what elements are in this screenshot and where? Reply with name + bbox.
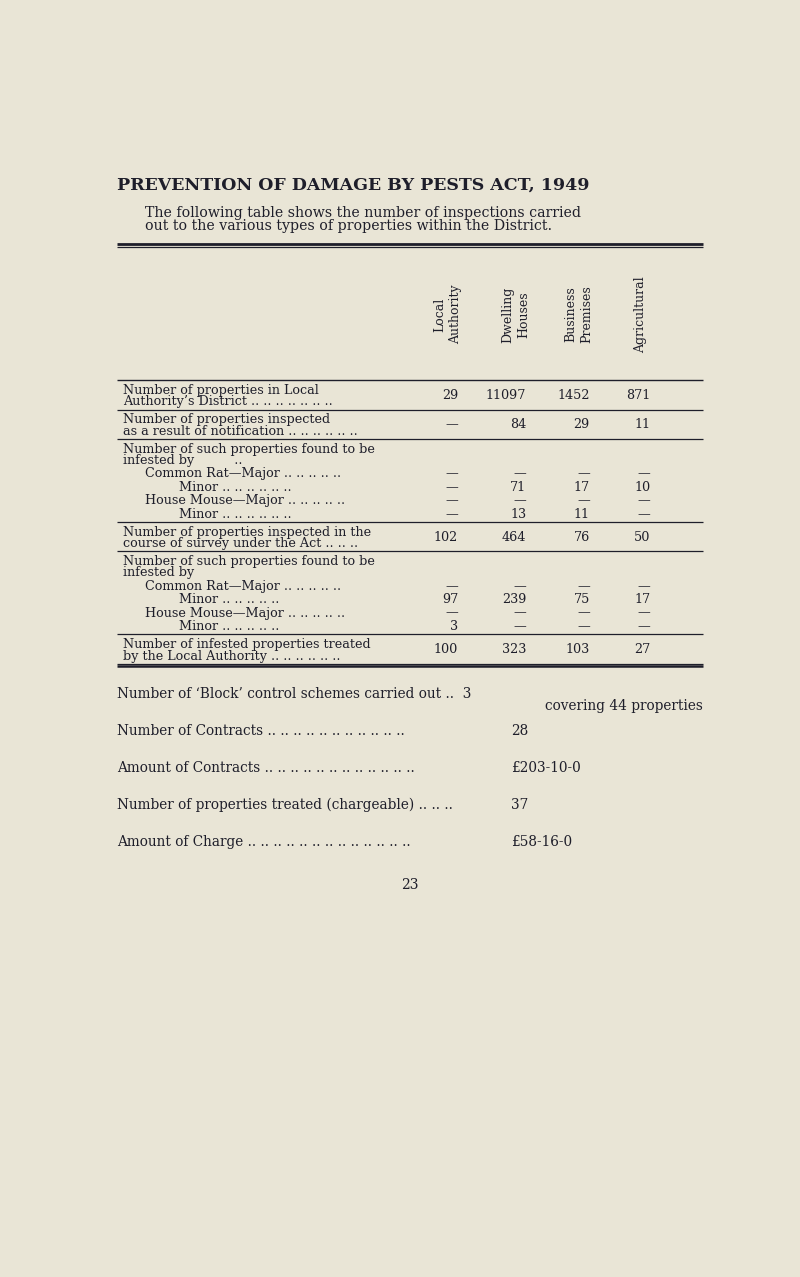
Text: Amount of Contracts .. .. .. .. .. .. .. .. .. .. .. ..: Amount of Contracts .. .. .. .. .. .. ..…: [117, 761, 415, 775]
Text: —: —: [638, 494, 650, 507]
Text: 71: 71: [510, 480, 526, 494]
Text: 76: 76: [574, 530, 590, 544]
Text: House Mouse—Major .. .. .. .. ..: House Mouse—Major .. .. .. .. ..: [145, 494, 345, 507]
Text: —: —: [638, 580, 650, 593]
Text: as a result of notification .. .. .. .. .. ..: as a result of notification .. .. .. .. …: [123, 425, 358, 438]
Text: PREVENTION OF DAMAGE BY PESTS ACT, 1949: PREVENTION OF DAMAGE BY PESTS ACT, 1949: [117, 176, 590, 193]
Text: 23: 23: [402, 877, 418, 891]
Text: —: —: [577, 467, 590, 480]
Text: —: —: [446, 494, 458, 507]
Text: —: —: [638, 607, 650, 619]
Text: —: —: [446, 607, 458, 619]
Text: —: —: [514, 494, 526, 507]
Text: 13: 13: [510, 508, 526, 521]
Text: course of survey under the Act .. .. ..: course of survey under the Act .. .. ..: [123, 538, 358, 550]
Text: —: —: [514, 580, 526, 593]
Text: Number of properties inspected: Number of properties inspected: [123, 414, 330, 427]
Text: covering 44 properties: covering 44 properties: [545, 700, 703, 713]
Text: The following table shows the number of inspections carried: The following table shows the number of …: [145, 206, 581, 220]
Text: out to the various types of properties within the District.: out to the various types of properties w…: [145, 220, 552, 234]
Text: Minor .. .. .. .. .. ..: Minor .. .. .. .. .. ..: [179, 480, 292, 494]
Text: —: —: [638, 467, 650, 480]
Text: 75: 75: [574, 593, 590, 607]
Text: by the Local Authority .. .. .. .. .. ..: by the Local Authority .. .. .. .. .. ..: [123, 650, 341, 663]
Text: 10: 10: [634, 480, 650, 494]
Text: Common Rat—Major .. .. .. .. ..: Common Rat—Major .. .. .. .. ..: [145, 580, 341, 593]
Text: 1452: 1452: [558, 389, 590, 402]
Text: —: —: [446, 508, 458, 521]
Text: 50: 50: [634, 530, 650, 544]
Text: —: —: [638, 621, 650, 633]
Text: Dwelling
Houses: Dwelling Houses: [501, 286, 530, 342]
Text: 3: 3: [450, 621, 458, 633]
Text: Local
Authority: Local Authority: [434, 285, 462, 345]
Text: 11097: 11097: [486, 389, 526, 402]
Text: 28: 28: [510, 724, 528, 738]
Text: —: —: [577, 621, 590, 633]
Text: Number of Contracts .. .. .. .. .. .. .. .. .. .. ..: Number of Contracts .. .. .. .. .. .. ..…: [117, 724, 405, 738]
Text: 464: 464: [502, 530, 526, 544]
Text: 11: 11: [634, 418, 650, 432]
Text: 97: 97: [442, 593, 458, 607]
Text: 103: 103: [566, 644, 590, 656]
Text: infested by          ..: infested by ..: [123, 453, 242, 467]
Text: 37: 37: [510, 798, 528, 812]
Text: 239: 239: [502, 593, 526, 607]
Text: Number of ‘Block’ control schemes carried out ..  3: Number of ‘Block’ control schemes carrie…: [117, 687, 471, 701]
Text: Amount of Charge .. .. .. .. .. .. .. .. .. .. .. .. ..: Amount of Charge .. .. .. .. .. .. .. ..…: [117, 835, 410, 849]
Text: Number of properties inspected in the: Number of properties inspected in the: [123, 526, 371, 539]
Text: 102: 102: [434, 530, 458, 544]
Text: Authority’s District .. .. .. .. .. .. ..: Authority’s District .. .. .. .. .. .. .…: [123, 396, 333, 409]
Text: Agricultural: Agricultural: [634, 276, 647, 352]
Text: 29: 29: [574, 418, 590, 432]
Text: 871: 871: [626, 389, 650, 402]
Text: —: —: [514, 621, 526, 633]
Text: Number of such properties found to be: Number of such properties found to be: [123, 555, 375, 568]
Text: —: —: [446, 467, 458, 480]
Text: Number of such properties found to be: Number of such properties found to be: [123, 443, 375, 456]
Text: Number of properties treated (chargeable) .. .. ..: Number of properties treated (chargeable…: [117, 798, 453, 812]
Text: infested by: infested by: [123, 566, 194, 580]
Text: —: —: [638, 508, 650, 521]
Text: 29: 29: [442, 389, 458, 402]
Text: —: —: [446, 580, 458, 593]
Text: —: —: [446, 480, 458, 494]
Text: —: —: [577, 580, 590, 593]
Text: Minor .. .. .. .. .. ..: Minor .. .. .. .. .. ..: [179, 508, 292, 521]
Text: Minor .. .. .. .. ..: Minor .. .. .. .. ..: [179, 593, 279, 607]
Text: Common Rat—Major .. .. .. .. ..: Common Rat—Major .. .. .. .. ..: [145, 467, 341, 480]
Text: —: —: [446, 418, 458, 432]
Text: 11: 11: [574, 508, 590, 521]
Text: £58-16-0: £58-16-0: [510, 835, 572, 849]
Text: 100: 100: [434, 644, 458, 656]
Text: —: —: [577, 607, 590, 619]
Text: Minor .. .. .. .. ..: Minor .. .. .. .. ..: [179, 621, 279, 633]
Text: House Mouse—Major .. .. .. .. ..: House Mouse—Major .. .. .. .. ..: [145, 607, 345, 619]
Text: 17: 17: [574, 480, 590, 494]
Text: Business
Premises: Business Premises: [565, 286, 594, 344]
Text: 27: 27: [634, 644, 650, 656]
Text: Number of infested properties treated: Number of infested properties treated: [123, 638, 371, 651]
Text: £203-10-0: £203-10-0: [510, 761, 581, 775]
Text: Number of properties in Local: Number of properties in Local: [123, 384, 319, 397]
Text: 84: 84: [510, 418, 526, 432]
Text: 17: 17: [634, 593, 650, 607]
Text: 323: 323: [502, 644, 526, 656]
Text: —: —: [514, 607, 526, 619]
Text: —: —: [577, 494, 590, 507]
Text: —: —: [514, 467, 526, 480]
